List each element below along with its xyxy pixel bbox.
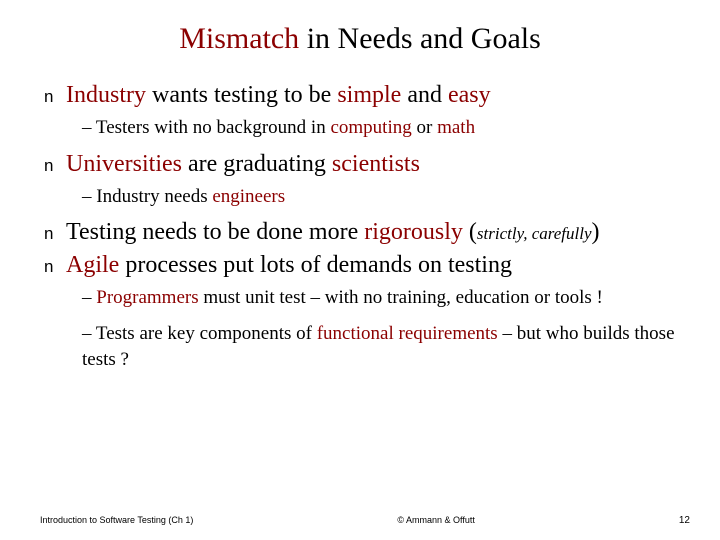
bullet-2: n Universities are graduating scientists <box>44 151 680 178</box>
sub-bullet-2: – Industry needs engineers <box>44 184 680 210</box>
bullet-2-text: Universities are graduating scientists <box>66 151 680 178</box>
title-rest: in Needs and Goals <box>299 22 541 55</box>
bullet-4-text: Agile processes put lots of demands on t… <box>66 252 680 279</box>
bullet-char: n <box>44 156 66 176</box>
bullet-1-text: Industry wants testing to be simple and … <box>66 82 680 109</box>
sub-bullet-1: – Testers with no background in computin… <box>44 115 680 141</box>
sub-bullet-4: – Tests are key components of functional… <box>44 321 680 372</box>
bullet-char: n <box>44 224 66 244</box>
page-number: 12 <box>679 515 690 526</box>
bullet-3: n Testing needs to be done more rigorous… <box>44 219 680 246</box>
footer: Introduction to Software Testing (Ch 1) … <box>0 515 720 526</box>
slide: Mismatch in Needs and Goals n Industry w… <box>0 0 720 372</box>
bullet-1: n Industry wants testing to be simple an… <box>44 82 680 109</box>
bullet-4: n Agile processes put lots of demands on… <box>44 252 680 279</box>
slide-title: Mismatch in Needs and Goals <box>40 22 680 56</box>
content-area: n Industry wants testing to be simple an… <box>40 82 680 372</box>
footer-center: © Ammann & Offutt <box>397 515 475 525</box>
sub-bullet-3: – Programmers must unit test – with no t… <box>44 285 680 311</box>
bullet-3-text: Testing needs to be done more rigorously… <box>66 219 680 246</box>
title-accent: Mismatch <box>179 22 299 55</box>
bullet-char: n <box>44 257 66 277</box>
footer-left: Introduction to Software Testing (Ch 1) <box>40 515 193 525</box>
bullet-char: n <box>44 87 66 107</box>
